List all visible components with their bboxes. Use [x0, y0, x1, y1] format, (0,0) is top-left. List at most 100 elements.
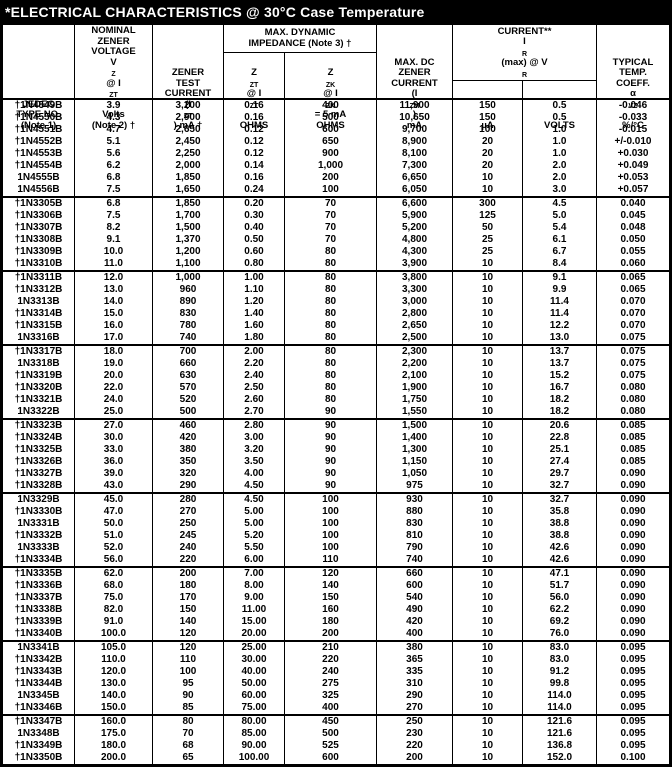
table-cell: 3.0: [523, 184, 597, 196]
table-cell: 2.0: [523, 160, 597, 172]
table-cell: 335: [377, 666, 453, 678]
table-cell: 1.10: [224, 284, 285, 296]
table-cell: 1.00: [224, 270, 285, 284]
table-cell: 0.095: [597, 640, 669, 654]
table-cell: 0.095: [620, 740, 646, 751]
table-header: JEDEC TYPE NO. (Note 1) NOMINAL ZENER VOLTAG…: [3, 15, 669, 133]
table-cell: 90: [285, 456, 377, 468]
table-cell: 10: [453, 332, 523, 344]
table-cell: 10: [453, 444, 523, 456]
table-row: 1N3341B 105.0 120 25.00 210 380 10 83.0 0.095: [3, 640, 669, 654]
table-row: †1N3320B 22.0 570 2.50 80 1,900 10 16.7 0.080: [3, 382, 669, 394]
table-cell: 22.0: [75, 382, 153, 394]
table-cell: 0.095: [620, 666, 646, 677]
table-cell: 80: [153, 714, 224, 728]
table-cell: †1N3342B: [3, 654, 75, 666]
table-cell: 10: [453, 592, 523, 604]
table-cell: -0.046: [618, 100, 648, 111]
table-cell: 0.075: [597, 344, 669, 358]
table-cell: 10: [453, 728, 523, 740]
table-cell: 35.8: [523, 506, 597, 518]
table-cell: 70: [285, 234, 377, 246]
table-cell: 100: [153, 666, 224, 678]
table-row: 1N3333B 52.0 240 5.50 100 790 10 42.6 0.090: [3, 542, 669, 554]
table-cell: 0.090: [620, 468, 646, 479]
table-cell: 200.0: [75, 752, 153, 764]
table-cell: 0.065: [597, 270, 669, 284]
table-cell: 80: [285, 308, 377, 320]
table-cell: 1.0: [523, 136, 597, 148]
table-cell: 2,450: [153, 136, 224, 148]
table-cell: 830: [377, 518, 453, 530]
col-header-jedec-type: JEDEC TYPE NO. (Note 1): [3, 25, 75, 133]
table-cell: 10: [453, 640, 523, 654]
table-cell: 0.095: [620, 690, 646, 701]
table-row: †1N3327B 39.0 320 4.00 90 1,050 10 29.7 0.090: [3, 468, 669, 480]
table-cell: †1N3306B: [3, 210, 75, 222]
table-cell: 20.00: [224, 628, 285, 640]
table-cell: 99.8: [523, 678, 597, 690]
table-cell: 0.090: [620, 506, 646, 517]
table-cell: 43.0: [75, 480, 153, 492]
table-cell: 660: [377, 566, 453, 580]
table-cell: 10: [453, 432, 523, 444]
table-cell: 3,000: [377, 296, 453, 308]
table-cell: 114.0: [523, 690, 597, 702]
table-cell: 85.00: [224, 728, 285, 740]
table-cell: 24.0: [75, 394, 153, 406]
table-cell: 200: [377, 752, 453, 764]
section-title: *ELECTRICAL CHARACTERISTICS @ 30°C Case …: [0, 0, 672, 25]
table-cell: 140.0: [75, 690, 153, 702]
table-cell: 240: [153, 542, 224, 554]
table-cell: 0.085: [597, 418, 669, 432]
table-cell: 10: [453, 456, 523, 468]
table-row: 1N3348B 175.0 70 85.00 500 230 10 121.6 0.095: [3, 728, 669, 740]
table-row: †1N3328B 43.0 290 4.50 90 975 10 32.7 0.090: [3, 480, 669, 492]
table-cell: †1N3323B: [3, 418, 75, 432]
table-cell: 5.00: [224, 506, 285, 518]
table-cell: 32.7: [523, 492, 597, 506]
table-cell: †1N3307B: [3, 222, 75, 234]
table-row: †1N3336B 68.0 180 8.00 140 600 10 51.7 0.090: [3, 580, 669, 592]
table-cell: 1N3341B: [3, 640, 75, 654]
table-cell: †1N3320B: [3, 382, 75, 394]
table-cell: 1,200: [153, 246, 224, 258]
table-cell: 890: [153, 296, 224, 308]
table-cell: 0.065: [620, 284, 646, 295]
table-cell: 80: [285, 296, 377, 308]
table-cell: 1N3333B: [3, 542, 75, 554]
table-cell: 15.0: [75, 308, 153, 320]
table-cell: 100: [285, 506, 377, 518]
table-cell: 6,050: [377, 184, 453, 196]
table-cell: 7.5: [75, 184, 153, 196]
table-row: †1N3332B 51.0 245 5.20 100 810 10 38.8 0.090: [3, 530, 669, 542]
table-cell: 0.095: [620, 702, 646, 713]
table-cell: 52.0: [75, 542, 153, 554]
table-cell: 15.2: [523, 370, 597, 382]
table-cell: 83.0: [523, 654, 597, 666]
table-cell: 0.090: [620, 628, 646, 639]
table-cell: 2.70: [224, 406, 285, 418]
table-cell: †1N3350B: [3, 752, 75, 764]
table-cell: 47.1: [523, 566, 597, 580]
table-cell: 1N4556B: [3, 184, 75, 196]
table-cell: 245: [153, 530, 224, 542]
table-cell: -0.033: [618, 112, 648, 123]
table-cell: 250: [153, 518, 224, 530]
table-cell: 62.2: [523, 604, 597, 616]
table-cell: 0.100: [620, 752, 646, 763]
table-cell: 2.40: [224, 370, 285, 382]
table-cell: 5.0: [523, 210, 597, 222]
col-header-zener-test-current: ZENER TEST CURRENT (I ZT) mA †: [153, 25, 224, 133]
table-cell: 650: [285, 136, 377, 148]
table-cell: 13.7: [523, 358, 597, 370]
table-cell: 1,550: [377, 406, 453, 418]
table-row: †1N3349B 180.0 68 90.00 525 220 10 136.8 0.095: [3, 740, 669, 752]
table-cell: 0.075: [620, 370, 646, 381]
col-header-zzt: Z ZT @ I ZT OHMS: [224, 53, 285, 133]
table-cell: 275: [285, 678, 377, 690]
table-cell: 1,850: [153, 196, 224, 210]
table-cell: 12.2: [523, 320, 597, 332]
table-cell: 280: [153, 492, 224, 506]
